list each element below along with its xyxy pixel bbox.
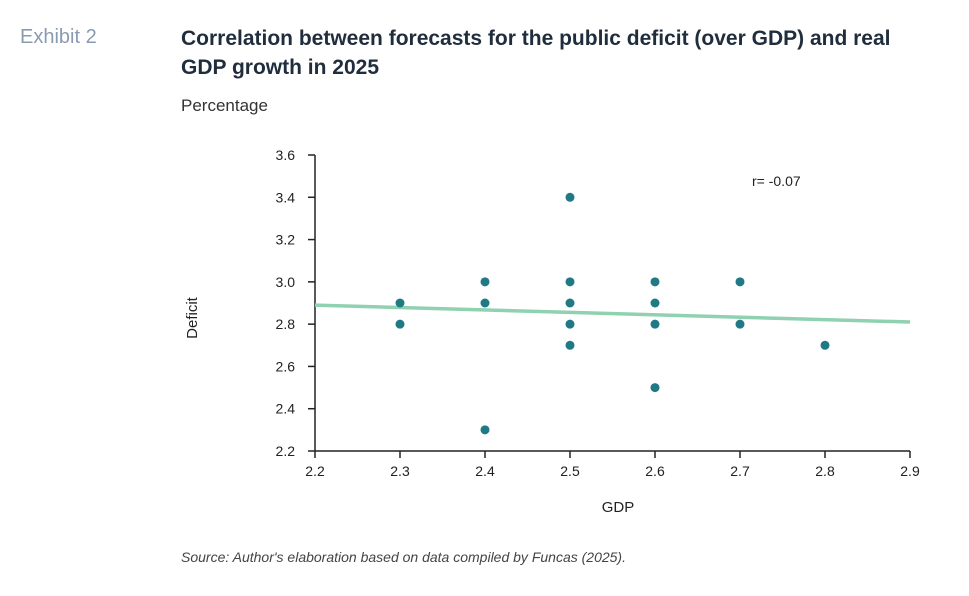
data-point xyxy=(395,319,405,329)
y-tick-label: 2.4 xyxy=(276,401,296,417)
y-tick-label: 3.0 xyxy=(276,274,296,290)
x-tick-label: 2.8 xyxy=(815,463,835,479)
x-tick-label: 2.4 xyxy=(475,463,495,479)
data-point xyxy=(480,277,490,287)
y-tick-label: 2.6 xyxy=(276,358,296,374)
chart-subtitle: Percentage xyxy=(181,96,268,115)
data-point xyxy=(735,319,745,329)
data-point xyxy=(565,192,575,202)
exhibit-label: Exhibit 2 xyxy=(20,26,97,48)
y-tick-label: 3.6 xyxy=(276,147,296,163)
data-point xyxy=(650,319,660,329)
data-point xyxy=(565,340,575,350)
data-point xyxy=(480,298,490,308)
y-tick-label: 2.2 xyxy=(276,443,296,459)
data-point xyxy=(650,383,660,393)
data-point xyxy=(565,277,575,287)
trend-line xyxy=(314,303,911,324)
x-tick-label: 2.7 xyxy=(730,463,750,479)
chart-title: Correlation between forecasts for the pu… xyxy=(181,27,891,79)
x-tick-label: 2.2 xyxy=(305,463,325,479)
data-point xyxy=(650,277,660,287)
chart-axes: 2.2 2.4 2.6 2.8 3.0 3.2 3.4 3.6 2.2 2.3 2.4 2.5 2.6 2… xyxy=(276,147,920,479)
y-tick-label: 3.2 xyxy=(276,232,296,248)
data-point xyxy=(650,298,660,308)
x-tick-label: 2.6 xyxy=(645,463,665,479)
source-note: Source: Author's elaboration based on da… xyxy=(181,549,626,565)
data-point xyxy=(565,319,575,329)
data-point xyxy=(735,277,745,287)
data-point xyxy=(480,425,490,435)
x-tick-label: 2.5 xyxy=(560,463,580,479)
y-tick-label: 3.4 xyxy=(276,189,296,205)
x-tick-label: 2.9 xyxy=(900,463,920,479)
data-point xyxy=(820,340,830,350)
y-tick-label: 2.8 xyxy=(276,316,296,332)
data-points xyxy=(395,192,830,435)
x-axis-label: GDP xyxy=(602,499,635,516)
correlation-annotation: r= -0.07 xyxy=(752,173,801,189)
y-axis-label: Deficit xyxy=(184,296,201,339)
x-tick-label: 2.3 xyxy=(390,463,410,479)
data-point xyxy=(395,298,405,308)
data-point xyxy=(565,298,575,308)
